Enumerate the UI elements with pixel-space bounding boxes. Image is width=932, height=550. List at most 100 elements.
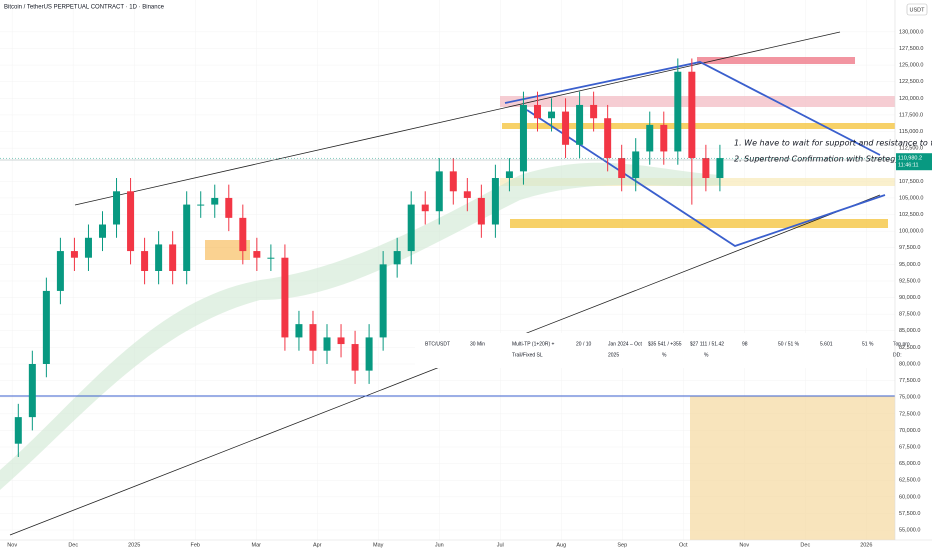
table-cell: 2025 [608, 352, 619, 358]
y-tick-label: 87,500.0 [899, 312, 920, 318]
zone [205, 240, 250, 260]
candle-body [309, 324, 317, 351]
candle-body [688, 71, 696, 159]
y-tick-label: 130,000.0 [899, 29, 923, 35]
candle-body [590, 104, 598, 119]
y-tick-label: 80,000.0 [899, 361, 920, 367]
x-tick-label: Jun [435, 542, 444, 548]
candle-body [127, 191, 135, 252]
candle-body [505, 171, 513, 179]
x-tick-label: 2026 [860, 542, 872, 548]
table-cell: Multi-TP (1+20R) + [512, 341, 555, 347]
table-cell: 30 Min [470, 341, 485, 347]
candle-body [491, 178, 499, 225]
candle-body [716, 158, 724, 179]
candle-body [337, 337, 345, 345]
candle-body [239, 217, 247, 252]
candle-body [379, 264, 387, 338]
candle-body [42, 290, 50, 364]
y-tick-label: 70,000.0 [899, 428, 920, 434]
zone [502, 123, 895, 129]
candle-body [702, 158, 710, 179]
annotation: 1. We have to wait for support and resis… [734, 139, 932, 148]
candle-body [225, 197, 233, 218]
y-tick-label: 85,000.0 [899, 328, 920, 334]
x-tick-label: May [373, 542, 384, 548]
x-tick-label: Mar [251, 542, 261, 548]
last-price: 110,980.2 [898, 156, 922, 162]
y-tick-label: 112,500.0 [899, 146, 923, 152]
candle-body [155, 244, 163, 271]
x-tick-label: Aug [556, 542, 566, 548]
table-cell: DD: [893, 352, 902, 358]
axes: 130,000.0 127,500.0 125,000.0 122,500.0 120,… [0, 29, 932, 548]
candle-body [281, 257, 289, 338]
y-tick-label: 67,500.0 [899, 444, 920, 450]
candle-body [365, 337, 373, 371]
y-tick-label: 77,500.0 [899, 378, 920, 384]
x-tick-label: Dec [800, 542, 810, 548]
x-tick-label: 2025 [128, 542, 140, 548]
x-tick-label: Feb [190, 542, 199, 548]
currency: USDT [910, 7, 926, 13]
candle-body [435, 171, 443, 212]
candle-body [28, 363, 36, 418]
candle-body [183, 204, 191, 271]
candle-body [449, 171, 457, 192]
x-tick-label: Nov [739, 542, 749, 548]
candle-body [618, 158, 626, 179]
candle-body [84, 237, 92, 258]
table-cell: BTC/USDT [425, 341, 450, 347]
y-tick-label: 65,000.0 [899, 461, 920, 467]
candle-body [674, 71, 682, 152]
y-tick-label: 127,500.0 [899, 46, 923, 52]
table-cell: % [704, 352, 709, 358]
table-cell: Trail/Fixed SL [512, 352, 543, 358]
zone [500, 96, 895, 107]
y-tick-label: 107,500.0 [899, 179, 923, 185]
y-tick-label: 125,000.0 [899, 63, 923, 69]
table-cell: % [662, 352, 667, 358]
candle-body [477, 197, 485, 225]
candle-body [533, 104, 541, 119]
y-tick-label: 117,500.0 [899, 112, 923, 118]
y-tick-label: 90,000.0 [899, 295, 920, 301]
zone [690, 396, 895, 540]
x-tick-label: Oct [679, 542, 688, 548]
candle-body [169, 244, 177, 271]
candle-body [632, 151, 640, 179]
y-tick-label: 95,000.0 [899, 262, 920, 268]
candle-body [56, 251, 64, 291]
x-tick-label: Dec [68, 542, 78, 548]
y-tick-label: 92,500.0 [899, 278, 920, 284]
y-tick-label: 72,500.0 [899, 411, 920, 417]
candle-body [660, 124, 668, 152]
candle-body [646, 124, 654, 152]
y-tick-label: 55,000.0 [899, 527, 920, 533]
table-cell: Jan 2024 – Oct [608, 341, 643, 347]
countdown: 11:46:11 [898, 163, 919, 169]
candle-body [295, 324, 303, 338]
stats-table [415, 333, 910, 368]
table-cell: $35 541 / +355 [648, 341, 682, 347]
last-price-tag [896, 153, 932, 171]
candle-body [519, 104, 527, 172]
candle-body [253, 251, 261, 258]
y-tick-label: 60,000.0 [899, 494, 920, 500]
annotation: 2. Supertrend Confirmation with Stretegy [734, 155, 900, 164]
candle-body [407, 204, 415, 252]
y-tick-label: 122,500.0 [899, 79, 923, 85]
y-tick-label: 97,500.0 [899, 245, 920, 251]
trendline [504, 61, 881, 156]
table-cell: 20 / 10 [576, 341, 592, 347]
x-tick-label: Jul [497, 542, 504, 548]
candle-body [562, 111, 570, 145]
candle-body [141, 251, 149, 271]
table-cell: 50 / 51 % [778, 341, 800, 347]
y-tick-label: 82,500.0 [899, 345, 920, 351]
chart-title: Bitcoin / TetherUS PERPETUAL CONTRACT · … [4, 5, 165, 11]
currency-box [906, 3, 928, 16]
table-cell: $27 111 / 51.42 [690, 341, 724, 347]
